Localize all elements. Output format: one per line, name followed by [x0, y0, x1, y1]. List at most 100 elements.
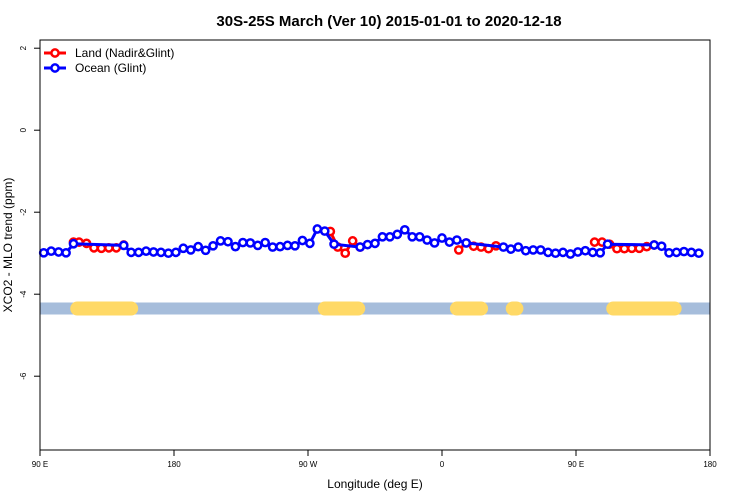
y-axis: 2 0 -2 -4 -6	[19, 45, 40, 380]
data-point	[355, 242, 365, 252]
data-point	[422, 235, 432, 245]
data-point	[686, 247, 697, 258]
series-layer	[38, 224, 704, 259]
data-point	[595, 247, 606, 258]
data-point	[171, 247, 181, 258]
y-tick-label: 0	[19, 127, 28, 132]
data-point	[649, 240, 660, 250]
data-point	[290, 240, 300, 251]
data-point	[252, 240, 263, 251]
data-point	[565, 249, 576, 259]
data-point	[573, 247, 583, 257]
data-point	[414, 231, 425, 242]
data-point	[407, 231, 418, 242]
data-point	[185, 245, 196, 255]
y-axis-label: XCO2 - MLO trend (ppm)	[1, 178, 15, 313]
data-point	[513, 242, 524, 252]
legend-label: Ocean (Glint)	[75, 61, 146, 75]
y-tick-label: -4	[19, 290, 28, 298]
data-point	[340, 248, 351, 259]
data-point	[679, 246, 689, 257]
x-axis-label: Longitude (deg E)	[327, 477, 422, 491]
plot-frame	[39, 39, 711, 451]
data-point	[133, 247, 144, 258]
data-point	[245, 238, 256, 248]
chart-title: 30S-25S March (Ver 10) 2015-01-01 to 202…	[216, 13, 561, 30]
data-point	[178, 243, 189, 254]
data-point	[260, 237, 271, 248]
data-point	[267, 242, 278, 252]
y-tick-label: -2	[19, 208, 28, 216]
data-point	[223, 236, 233, 247]
data-point	[535, 245, 546, 255]
data-point	[46, 246, 57, 256]
data-point	[370, 238, 380, 249]
data-point	[238, 237, 248, 248]
data-point	[126, 247, 137, 258]
data-point	[399, 224, 410, 235]
data-point	[230, 241, 241, 252]
data-point	[319, 226, 330, 236]
data-point	[550, 248, 561, 259]
x-tick-label: 90 W	[299, 460, 318, 469]
data-point	[141, 246, 151, 256]
data-point	[208, 240, 218, 251]
data-point	[61, 247, 71, 258]
data-point	[377, 231, 388, 242]
data-point	[453, 245, 464, 255]
data-point	[312, 224, 323, 234]
data-point	[437, 233, 447, 243]
data-point	[498, 242, 509, 252]
data-point	[200, 245, 211, 256]
data-point	[305, 238, 315, 249]
data-point	[118, 240, 129, 251]
data-point	[392, 229, 403, 240]
data-point	[589, 237, 600, 247]
data-point	[528, 245, 539, 255]
data-point	[215, 236, 226, 246]
data-point	[693, 248, 704, 259]
legend-marker	[50, 48, 60, 58]
data-point	[587, 247, 598, 258]
legend: Land (Nadir&Glint)Ocean (Glint)	[44, 46, 174, 75]
legend-marker	[50, 63, 60, 73]
y-tick-label: 2	[19, 45, 28, 50]
x-tick-label: 180	[167, 460, 181, 469]
x-tick-label: 0	[440, 460, 445, 469]
y-tick-label: -6	[19, 372, 28, 380]
x-axis: 90 E 180 90 W 0 90 E 180	[32, 450, 717, 469]
data-point	[385, 231, 395, 242]
data-point	[543, 247, 553, 258]
data-point	[506, 244, 516, 254]
data-point	[602, 239, 613, 250]
data-point	[297, 235, 308, 246]
data-point	[444, 237, 455, 247]
legend-label: Land (Nadir&Glint)	[75, 46, 174, 60]
data-point	[362, 239, 373, 250]
data-point	[163, 248, 174, 259]
data-point	[193, 241, 204, 252]
data-point	[68, 238, 79, 249]
data-point	[429, 238, 440, 248]
data-point	[612, 243, 622, 254]
x-tick-label: 180	[703, 460, 717, 469]
data-point	[329, 239, 339, 250]
x-tick-label: 90 E	[568, 460, 584, 469]
data-point	[156, 247, 166, 258]
data-point	[148, 247, 159, 257]
series-ocean	[38, 224, 704, 259]
data-point	[461, 238, 472, 248]
data-point	[558, 247, 568, 258]
data-point	[275, 241, 285, 252]
data-point	[53, 247, 64, 257]
data-point	[38, 247, 49, 258]
x-tick-label: 90 E	[32, 460, 48, 469]
data-point	[347, 236, 358, 246]
data-point	[452, 235, 462, 245]
data-point	[520, 245, 531, 256]
data-point	[282, 240, 293, 251]
data-point	[671, 247, 682, 258]
data-point	[619, 243, 630, 254]
data-point	[656, 241, 667, 252]
